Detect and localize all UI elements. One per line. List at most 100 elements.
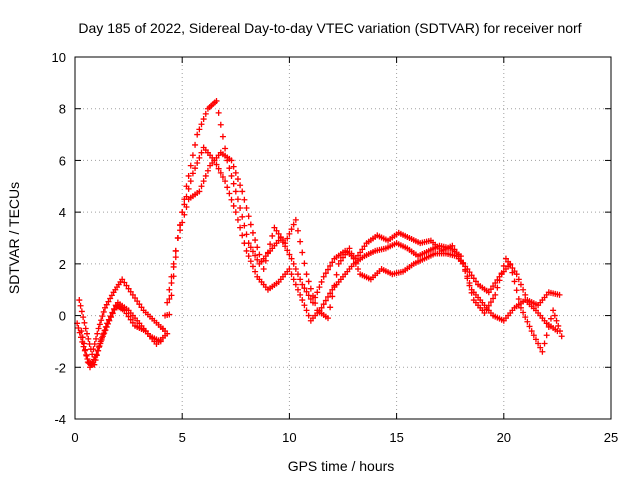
data-point (97, 338, 104, 345)
data-point-interp (245, 213, 252, 220)
data-point-interp (123, 282, 130, 289)
x-tick-label: 20 (497, 430, 511, 445)
data-point-interp (109, 309, 116, 316)
data-point (271, 224, 278, 231)
data-point-interp (490, 283, 497, 290)
data-point-interp (81, 340, 88, 347)
data-point-interp (234, 216, 241, 223)
data-point-interp (312, 300, 319, 307)
y-tick-label: 6 (59, 153, 66, 168)
data-point (196, 188, 203, 195)
data-point (222, 178, 229, 185)
data-point-interp (121, 279, 128, 286)
data-point (513, 271, 520, 278)
data-point-interp (83, 352, 90, 359)
data-point-interp (170, 273, 177, 280)
data-point-interp (524, 318, 531, 325)
data-point-interp (294, 227, 301, 234)
data-point (78, 328, 85, 335)
data-point-interp (237, 205, 244, 212)
data-point-interp (99, 313, 106, 320)
data-point-interp (166, 311, 173, 318)
series-track-2 (76, 97, 563, 358)
data-point-interp (79, 334, 86, 341)
data-point-interp (247, 221, 254, 228)
data-point-interp (241, 222, 248, 229)
data-point (174, 235, 181, 241)
data-point-interp (511, 278, 518, 285)
data-point-interp (198, 121, 205, 128)
data-point-interp (185, 172, 192, 179)
data-point-interp (307, 285, 314, 292)
data-point-interp (466, 269, 473, 276)
data-point-interp (204, 167, 211, 174)
data-point-interp (490, 295, 497, 302)
data-point-interp (179, 219, 186, 226)
data-point-interp (254, 244, 261, 251)
data-point-interp (299, 249, 306, 256)
data-point (129, 291, 136, 298)
data-point-interp (103, 301, 110, 308)
y-tick-label: 10 (52, 50, 66, 65)
data-point-interp (553, 317, 560, 324)
data-point (249, 229, 256, 236)
data-point-interp (487, 286, 494, 293)
data-point-interp (520, 286, 527, 293)
data-point (95, 325, 102, 332)
data-point-interp (217, 121, 224, 128)
data-point (82, 325, 89, 332)
data-point-interp (451, 246, 458, 253)
y-tick-label: 2 (59, 257, 66, 272)
data-point-interp (187, 178, 194, 185)
data-point-interp (350, 255, 357, 262)
grid (75, 57, 611, 419)
data-point (189, 170, 196, 177)
data-point-interp (359, 246, 366, 253)
data-point-interp (254, 256, 261, 263)
data-point-interp (228, 196, 235, 203)
y-tick-label: 8 (59, 102, 66, 117)
data-point-interp (224, 184, 231, 191)
data-point-interp (102, 323, 109, 330)
data-point-interp (164, 299, 171, 306)
data-point-interp (101, 327, 108, 334)
data-point-interp (111, 305, 118, 312)
data-point (76, 297, 83, 304)
data-point (485, 289, 492, 296)
data-point-interp (299, 297, 306, 304)
data-point-interp (305, 278, 312, 285)
data-point-interp (290, 260, 297, 267)
data-point (239, 188, 246, 195)
data-point (104, 320, 111, 327)
data-point-interp (82, 346, 89, 353)
data-point-interp (127, 288, 134, 295)
data-point (245, 240, 252, 247)
data-point-interp (107, 313, 114, 320)
data-point (303, 271, 310, 278)
data-point-interp (267, 241, 274, 248)
data-point-interp (541, 340, 548, 347)
data-point-interp (232, 188, 239, 195)
data-point (260, 266, 267, 273)
data-point-interp (294, 286, 301, 293)
data-point (213, 97, 220, 104)
data-point-interp (286, 230, 293, 237)
data-point (89, 351, 96, 358)
data-point-interp (256, 251, 263, 258)
data-point-interp (355, 252, 362, 259)
data-point-interp (492, 279, 499, 286)
data-point (528, 328, 535, 335)
data-point-interp (264, 249, 271, 256)
data-point-interp (333, 271, 340, 278)
data-point-interp (327, 262, 334, 269)
data-point (335, 260, 342, 267)
data-point-interp (172, 254, 179, 261)
data-point-interp (86, 341, 93, 348)
data-point-interp (547, 315, 554, 322)
data-point (346, 245, 353, 252)
data-point-interp (123, 310, 130, 317)
data-point-interp (136, 301, 143, 308)
data-point-interp (93, 352, 100, 359)
data-point (183, 183, 190, 190)
data-point-interp (324, 266, 331, 273)
